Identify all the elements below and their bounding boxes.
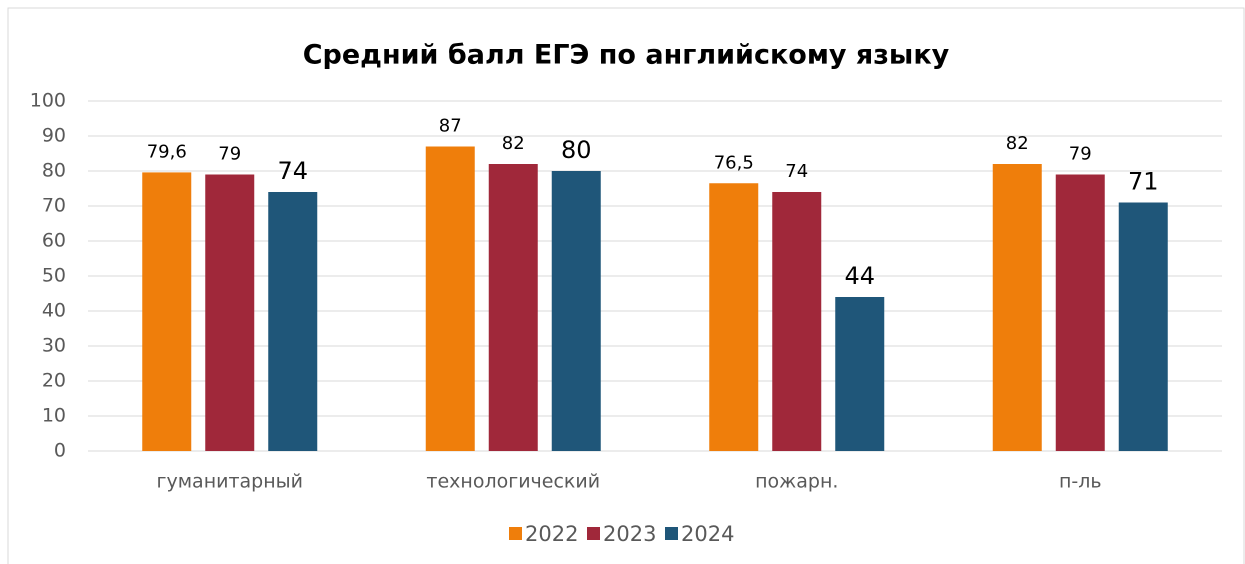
y-tick-label: 20	[42, 370, 66, 392]
y-tick-label: 40	[42, 300, 66, 322]
bar	[1055, 174, 1105, 451]
x-tick-label: гуманитарный	[156, 471, 303, 493]
value-label: 74	[785, 161, 808, 182]
y-tick-label: 90	[42, 125, 66, 147]
x-tick-label: пожарн.	[755, 471, 838, 493]
bar	[142, 172, 192, 451]
y-tick-label: 10	[42, 405, 66, 427]
legend-label: 2023	[603, 522, 656, 546]
y-tick-label: 80	[42, 160, 66, 182]
bar	[488, 164, 538, 451]
y-tick-label: 0	[54, 440, 66, 462]
value-label: 79	[1069, 144, 1092, 165]
y-tick-label: 70	[42, 195, 66, 217]
value-label: 82	[1006, 133, 1029, 154]
bar	[205, 174, 255, 451]
value-label: 44	[844, 262, 875, 290]
bar	[268, 192, 318, 451]
value-label: 76,5	[714, 152, 754, 173]
bar	[992, 164, 1042, 451]
y-tick-label: 100	[30, 90, 66, 112]
y-tick-label: 30	[42, 335, 66, 357]
bar	[1118, 202, 1168, 451]
value-label: 74	[277, 157, 308, 185]
legend-label: 2024	[681, 522, 734, 546]
value-label: 71	[1128, 168, 1159, 196]
legend-swatch	[665, 527, 678, 540]
value-label: 80	[561, 136, 592, 164]
value-label: 79,6	[147, 141, 187, 162]
legend-swatch	[509, 527, 522, 540]
bar	[551, 171, 601, 451]
value-label: 87	[439, 116, 462, 137]
legend-swatch	[587, 527, 600, 540]
y-tick-label: 60	[42, 230, 66, 252]
chart-title: Средний балл ЕГЭ по английскому языку	[303, 40, 950, 71]
legend-label: 2022	[525, 522, 578, 546]
bar	[772, 192, 822, 451]
y-tick-label: 50	[42, 265, 66, 287]
x-tick-label: технологический	[426, 471, 600, 493]
bar	[425, 146, 475, 451]
value-label: 82	[502, 133, 525, 154]
value-label: 79	[218, 144, 241, 165]
x-tick-label: п-ль	[1059, 471, 1102, 493]
bar	[709, 183, 759, 451]
bar	[835, 297, 885, 451]
